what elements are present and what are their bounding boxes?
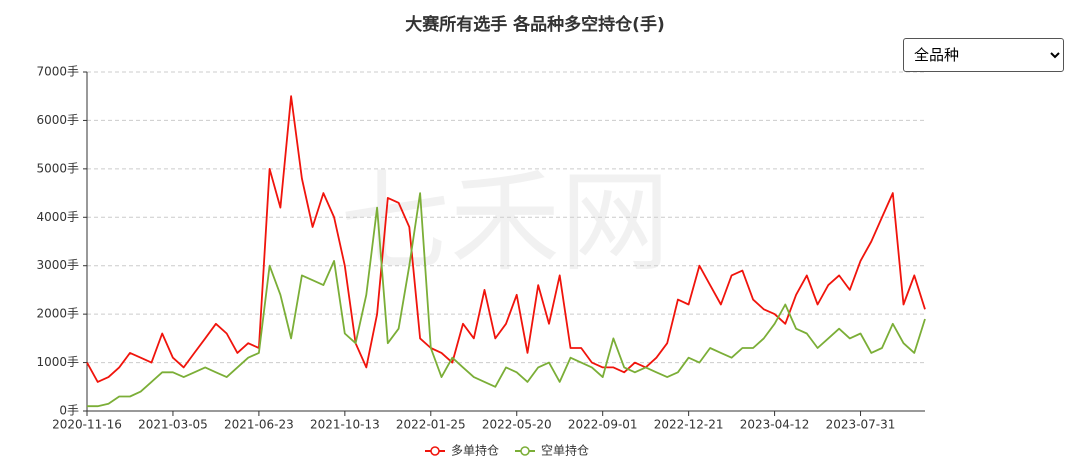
y-tick-label: 2000手	[36, 307, 79, 321]
series-line	[86, 95, 926, 383]
legend-marker	[520, 446, 530, 456]
x-tick-label: 2021-06-23	[224, 418, 294, 432]
y-tick-label: 5000手	[36, 161, 79, 175]
variety-select[interactable]: 全品种	[903, 38, 1064, 72]
x-tick-label: 2022-12-21	[654, 418, 724, 432]
x-tick-label: 2023-07-31	[826, 418, 896, 432]
y-tick-label: 0手	[59, 404, 79, 418]
x-tick-label: 2022-01-25	[396, 418, 466, 432]
legend-label: 空单持仓	[541, 443, 589, 458]
chart-title: 大赛所有选手 各品种多空持仓(手)	[405, 14, 664, 35]
x-tick-label: 2021-03-05	[138, 418, 208, 432]
x-tick-label: 2022-05-20	[482, 418, 552, 432]
x-tick-label: 2020-11-16	[52, 418, 122, 432]
watermark: 七禾网	[340, 158, 670, 286]
y-tick-label: 7000手	[36, 65, 79, 79]
legend-label: 多单持仓	[451, 443, 499, 458]
x-tick-label: 2023-04-12	[740, 418, 810, 432]
y-tick-label: 1000手	[36, 355, 79, 369]
series-line	[87, 192, 926, 408]
x-tick-label: 2021-10-13	[310, 418, 380, 432]
x-tick-label: 2022-09-01	[568, 418, 638, 432]
y-tick-label: 3000手	[36, 258, 79, 272]
y-tick-label: 4000手	[36, 210, 79, 224]
y-tick-label: 6000手	[36, 113, 79, 127]
legend-marker	[430, 446, 440, 456]
